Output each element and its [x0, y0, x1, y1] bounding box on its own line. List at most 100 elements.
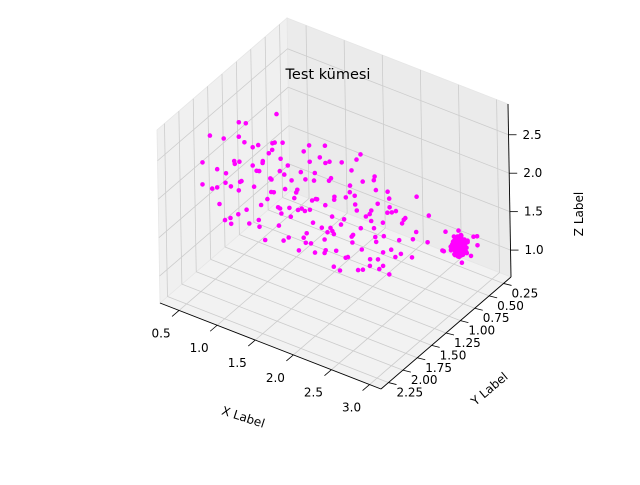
data-point-0-149: [222, 217, 228, 223]
data-point-0-175: [244, 207, 249, 212]
data-point-0-115: [287, 205, 292, 211]
data-point-0-99: [260, 158, 266, 164]
data-point-0-249: [347, 189, 353, 195]
data-point-0-226: [292, 195, 297, 201]
data-point-0-66: [463, 240, 469, 246]
data-point-0-225: [228, 221, 234, 227]
y-gridline-side-0: [279, 24, 283, 198]
data-point-0-171: [242, 140, 247, 145]
data-point-0-191: [350, 240, 355, 245]
data-point-0-222: [312, 250, 318, 255]
y-axis-label: Y Label: [467, 370, 510, 409]
data-point-0-193: [323, 248, 329, 253]
data-point-0-161: [343, 255, 349, 261]
data-point-0-256: [236, 212, 241, 217]
data-point-0-207: [285, 163, 291, 168]
data-point-0-158: [339, 160, 345, 165]
data-point-0-142: [393, 254, 398, 260]
data-point-0-138: [380, 250, 386, 255]
data-point-0-198: [380, 263, 386, 269]
data-point-0-227: [387, 272, 392, 277]
y-gridline-floor-8: [167, 296, 389, 383]
x-gridline-back-4: [458, 84, 462, 258]
data-point-0-91: [207, 133, 213, 138]
data-point-0-194: [359, 247, 365, 252]
data-point-0-190: [333, 248, 339, 254]
data-point-0-122: [354, 208, 360, 213]
data-point-0-259: [307, 207, 313, 213]
data-point-0-113: [288, 214, 294, 219]
data-point-0-136: [367, 263, 373, 269]
data-point-0-242: [401, 217, 407, 223]
data-point-0-253: [373, 239, 379, 245]
data-point-0-154: [281, 238, 286, 243]
data-point-0-248: [323, 160, 328, 166]
data-point-0-244: [256, 168, 262, 174]
y-gridline-side-7: [178, 111, 183, 285]
y-gridline-floor-1: [267, 209, 490, 297]
data-point-0-216: [360, 267, 366, 273]
data-point-0-146: [217, 201, 222, 207]
data-point-0-187: [393, 208, 399, 214]
z-tick-label-2: 2.0: [523, 166, 542, 180]
data-point-0-239: [338, 222, 344, 227]
data-point-0-84: [440, 248, 445, 253]
y-gridline-side-1: [264, 36, 269, 210]
data-point-0-201: [306, 143, 312, 148]
data-point-0-164: [373, 187, 379, 193]
y-gridline-side-8: [164, 123, 168, 297]
data-point-0-105: [258, 202, 264, 208]
data-point-0-129: [349, 234, 355, 239]
z-gridline-back-3: [287, 48, 509, 136]
data-point-0-247: [293, 190, 299, 195]
data-point-0-152: [257, 224, 262, 230]
data-point-0-233: [269, 147, 275, 153]
y-tick-label-3: 1.00: [468, 324, 495, 338]
data-point-0-147: [255, 142, 261, 148]
data-point-0-199: [303, 240, 309, 246]
data-point-0-160: [372, 174, 377, 179]
data-point-0-255: [266, 151, 272, 156]
data-point-0-153: [307, 159, 313, 165]
y-tick-label-5: 1.50: [440, 348, 467, 362]
z-gridline-side-3: [157, 48, 288, 162]
y-tick-6: [417, 357, 426, 361]
data-point-0-121: [304, 231, 310, 236]
data-point-0-221: [301, 235, 307, 240]
data-point-0-135: [380, 220, 386, 225]
data-point-0-107: [237, 159, 242, 164]
x-tick-label-5: 3.0: [342, 401, 361, 415]
data-point-0-156: [310, 220, 316, 225]
x-axis-label: X Label: [220, 404, 267, 431]
data-point-0-140: [396, 237, 402, 243]
data-point-0-208: [354, 157, 359, 162]
tick-label-group: 0.51.01.52.02.53.00.250.500.751.001.251.…: [152, 128, 544, 415]
data-point-0-206: [274, 111, 279, 117]
data-point-0-116: [323, 202, 328, 208]
y-tick-7: [402, 369, 411, 373]
z-tick-label-3: 2.5: [523, 128, 542, 142]
data-point-0-220: [295, 207, 301, 213]
x-tick-3: [286, 354, 294, 362]
data-point-0-204: [352, 193, 358, 199]
data-point-0-145: [223, 171, 229, 176]
data-point-0-246: [301, 149, 307, 154]
data-point-0-169: [236, 188, 242, 193]
data-point-0-57: [451, 234, 457, 239]
data-point-0-252: [387, 205, 392, 210]
data-point-0-98: [209, 186, 215, 191]
data-point-0-74: [459, 235, 464, 241]
data-point-0-250: [319, 225, 325, 230]
x-gridline-back-5: [496, 99, 500, 273]
y-tick-5: [431, 345, 440, 348]
y-tick-3: [460, 320, 469, 323]
data-point-0-110: [265, 196, 270, 202]
data-point-0-229: [331, 231, 337, 237]
data-point-0-180: [302, 208, 308, 214]
y-gridline-floor-3: [239, 234, 461, 321]
data-point-0-170: [214, 185, 220, 190]
data-point-0-163: [381, 233, 387, 239]
data-point-0-202: [312, 170, 318, 176]
data-point-0-100: [282, 172, 287, 177]
